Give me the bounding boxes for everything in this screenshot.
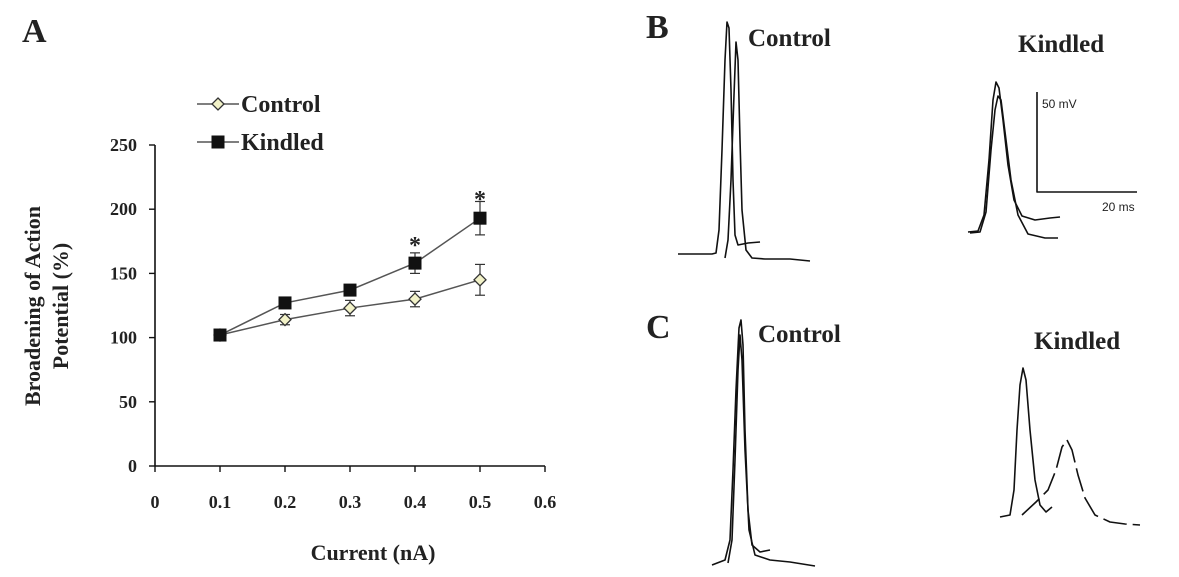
series-layer [213, 200, 487, 342]
x-tick-label: 0.2 [274, 492, 297, 512]
y-tick-label: 250 [110, 135, 137, 155]
data-point [278, 296, 292, 310]
panel-letter-a: A [22, 13, 47, 50]
panel-c-control-trace-2 [727, 334, 816, 567]
data-point [213, 328, 227, 342]
series-control [215, 263, 485, 339]
significance-star: * [474, 187, 486, 213]
data-point [343, 301, 357, 315]
series-kindled [215, 200, 485, 339]
y-tick-labels: 0 50 100 150 200 250 [110, 135, 137, 476]
y-tick-label: 200 [110, 199, 137, 219]
y-tick-label: 150 [110, 263, 137, 283]
y-axis-title-line-2: Potential (%) [48, 243, 73, 369]
panel-b-control-trace-1 [678, 21, 761, 255]
y-tick-label: 0 [128, 456, 137, 476]
x-tick-label: 0.4 [404, 492, 427, 512]
x-tick-label: 0.3 [339, 492, 362, 512]
panel-b-control-trace-2 [724, 41, 811, 262]
x-tick-label: 0.1 [209, 492, 232, 512]
scale-voltage-label: 50 mV [1042, 97, 1077, 111]
panel-c-traces: Control Kindled [711, 319, 1141, 567]
legend-marker [211, 97, 225, 111]
legend-label: Control [241, 92, 321, 118]
data-point [408, 292, 422, 306]
data-point [408, 256, 422, 270]
panel-letter-c: C [646, 309, 671, 346]
scale-bar [1036, 92, 1137, 193]
data-point [343, 283, 357, 297]
annotation-layer: ** [409, 187, 486, 259]
panel-b-control-label: Control [748, 25, 831, 52]
data-point [473, 211, 487, 225]
panel-letter-b: B [646, 9, 669, 46]
data-point [278, 312, 292, 327]
panel-c-control-label: Control [758, 321, 841, 348]
legend: Control Kindled [197, 92, 324, 156]
panel-c-kindled-trace-2 [1021, 439, 1141, 526]
panel-c-kindled-trace-1 [999, 367, 1053, 518]
x-axis-title: Current (nA) [311, 540, 436, 565]
panel-b-kindled-label: Kindled [1018, 31, 1104, 58]
y-tick-label: 50 [119, 392, 137, 412]
legend-marker [211, 135, 225, 149]
significance-star: * [409, 233, 421, 259]
data-point [473, 272, 487, 287]
y-tick-label: 100 [110, 328, 137, 348]
x-tick-labels: 0 0.1 0.2 0.3 0.4 0.5 0.6 [151, 492, 557, 512]
panel-c-kindled-label: Kindled [1034, 328, 1120, 355]
legend-label: Kindled [241, 130, 324, 156]
scale-time-label: 20 ms [1102, 200, 1135, 214]
x-tick-label: 0 [151, 492, 160, 512]
panel-b-kindled-trace-2 [969, 95, 1058, 239]
panel-b-traces: Control Kindled 50 mV 20 ms [678, 21, 1137, 262]
x-tick-label: 0.6 [534, 492, 557, 512]
y-axis-title-line-1: Broadening of Action [20, 206, 45, 406]
chart-axes [149, 144, 546, 472]
x-tick-label: 0.5 [469, 492, 492, 512]
series-line [219, 217, 481, 336]
